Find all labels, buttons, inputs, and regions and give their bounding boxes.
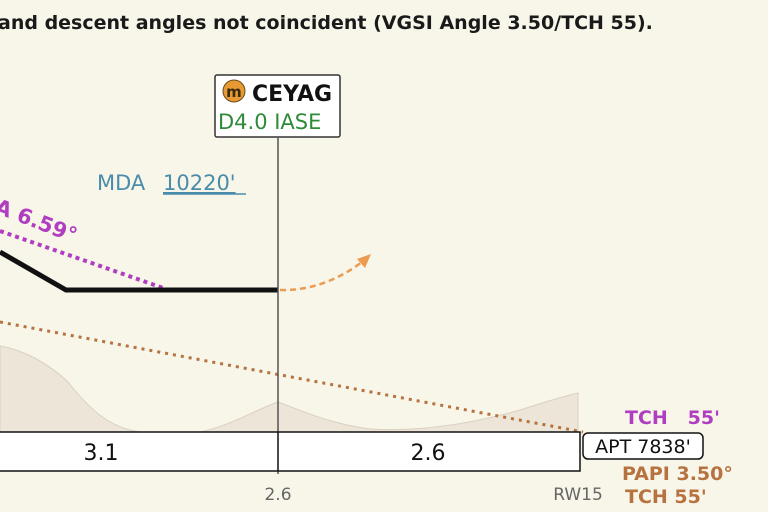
fix-badge-icon (222, 79, 246, 103)
vda-descent-line (0, 229, 167, 291)
fix-badge-letter: m (226, 83, 242, 101)
fix-name: CEYAG (252, 82, 332, 107)
vda-label: VDA 6.59° (0, 182, 80, 247)
runway-label: RW15 (553, 485, 603, 505)
papi-tch: TCH 55' (625, 486, 707, 508)
missed-approach-arrowhead (357, 254, 371, 268)
missed-approach-arrow (279, 260, 363, 292)
procedure-note: and descent angles not coincident (VGSI … (0, 12, 653, 34)
apt-elevation: APT 7838' (595, 436, 691, 458)
mda-value: 10220' (163, 171, 236, 195)
distance-bar (0, 431, 581, 472)
segment-label: 3.1 (84, 441, 119, 466)
terrain-profile (0, 345, 579, 433)
distance-tick-label: 2.6 (264, 485, 291, 505)
fix-label-box: m CEYAG D4.0 IASE (214, 74, 341, 138)
apt-elevation-box (582, 432, 704, 460)
descent-profile-line (0, 249, 278, 293)
vda-tch-label: TCH 55' (625, 407, 720, 429)
fix-distance: D4.0 IASE (218, 110, 321, 134)
papi-angle: PAPI 3.50° (622, 463, 733, 485)
papi-glide-path (0, 320, 584, 434)
segment-label: 2.6 (411, 441, 446, 466)
mda-label: MDA (97, 171, 146, 195)
